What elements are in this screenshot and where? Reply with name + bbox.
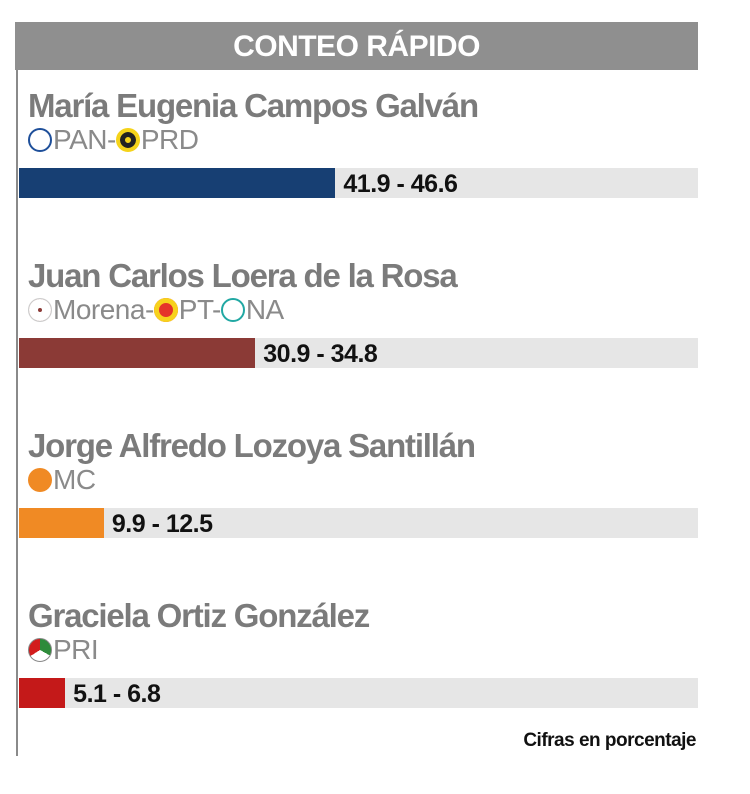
candidate-name: Juan Carlos Loera de la Rosa — [28, 257, 458, 294]
party-list: PAN- PRD — [28, 124, 708, 156]
bar — [19, 338, 256, 368]
chart-title: CONTEO RÁPIDO — [15, 22, 698, 70]
pri-logo-icon — [28, 638, 52, 662]
candidate-2: Juan Carlos Loera de la Rosa Morena- PT- NA — [28, 258, 708, 326]
data-label: 5.1 - 6.8 — [73, 680, 161, 708]
bar-track: 9.9 - 12.5 — [19, 508, 698, 538]
pan-logo-icon — [28, 128, 52, 152]
bar — [19, 508, 104, 538]
party-label: PRI — [53, 634, 99, 665]
pt-logo-icon — [153, 298, 178, 322]
party-label: PAN- — [53, 124, 116, 155]
candidate-4: Graciela Ortiz González PRI — [28, 598, 708, 666]
party-list: MC — [28, 464, 708, 496]
bar-track: 41.9 - 46.6 — [19, 168, 698, 198]
morena-logo-icon — [28, 298, 52, 322]
bar — [19, 168, 336, 198]
party-list: Morena- PT- NA — [28, 294, 708, 326]
bar — [19, 678, 66, 708]
candidate-3: Jorge Alfredo Lozoya Santillán MC — [28, 428, 708, 496]
data-label: 41.9 - 46.6 — [343, 170, 458, 198]
party-label: PRD — [140, 124, 199, 155]
party-label: NA — [245, 294, 284, 325]
prd-logo-icon — [115, 128, 140, 152]
candidate-name: Graciela Ortiz González — [28, 597, 370, 634]
units-note: Cifras en porcentaje — [523, 730, 696, 751]
bar-track: 30.9 - 34.8 — [19, 338, 698, 368]
divider — [16, 70, 18, 756]
party-label: Morena- — [53, 294, 154, 325]
mc-logo-icon — [28, 468, 52, 492]
candidate-1: María Eugenia Campos Galván PAN- PRD — [28, 88, 708, 156]
data-label: 9.9 - 12.5 — [111, 510, 213, 538]
party-label: MC — [53, 464, 96, 495]
candidate-name: Jorge Alfredo Lozoya Santillán — [28, 427, 476, 464]
party-label: PT- — [178, 294, 222, 325]
data-label: 30.9 - 34.8 — [263, 340, 378, 368]
candidate-name: María Eugenia Campos Galván — [28, 87, 479, 124]
party-list: PRI — [28, 634, 708, 666]
bar-track: 5.1 - 6.8 — [19, 678, 698, 708]
na-logo-icon — [220, 298, 245, 322]
